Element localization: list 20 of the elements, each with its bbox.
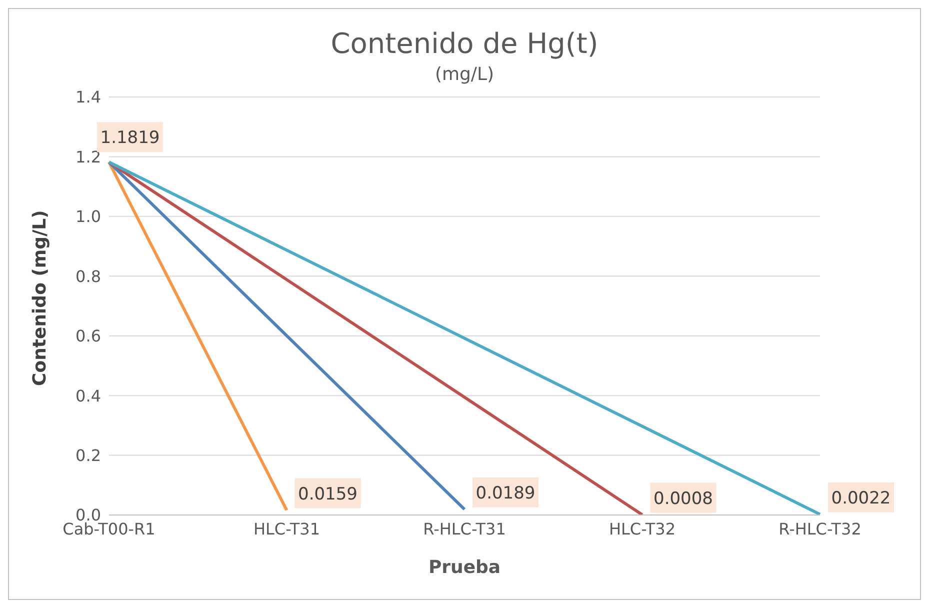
chart-title: Contenido de Hg(t)	[330, 27, 600, 60]
y-tick-label: 0.6	[76, 326, 101, 346]
y-tick-label: 0.8	[76, 266, 101, 286]
y-tick-label: 1.0	[76, 207, 101, 226]
y-tick-label: 0.2	[76, 446, 101, 465]
x-tick-label: HLC-T31	[253, 519, 320, 538]
x-tick-label: HLC-T32	[608, 519, 676, 538]
x-axis-title: Prueba	[428, 557, 501, 578]
y-tick-label: 0.4	[76, 386, 101, 406]
y-axis-title: Contenido (mg/L)	[29, 210, 50, 386]
y-tick-label: 1.4	[76, 88, 101, 107]
data-label: 1.1819	[100, 128, 160, 148]
y-tick-label: 1.2	[76, 147, 101, 166]
data-label: 0.0189	[476, 483, 536, 504]
data-label: 0.0159	[298, 484, 358, 504]
x-tick-label: R-HLC-T32	[778, 519, 862, 538]
data-label: 0.0008	[654, 488, 713, 509]
data-label: 0.0022	[831, 488, 891, 508]
x-tick-label: R-HLC-T31	[423, 519, 506, 538]
chart-subtitle: (mg/L)	[434, 64, 496, 85]
